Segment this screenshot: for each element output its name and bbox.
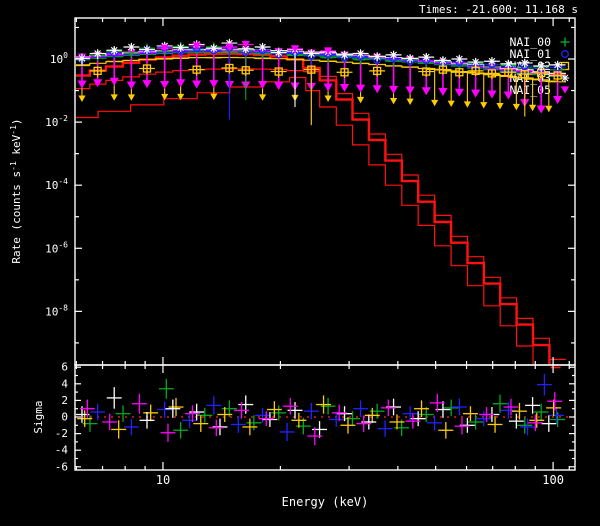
sigma-tick-label-2: 2 [61, 394, 68, 407]
legend-label-nai_01: NAI_01 [509, 47, 551, 61]
times-range-label: Times: -21.600: 11.168 s [419, 3, 578, 16]
x-tick-label-100: 100 [542, 473, 564, 487]
legend-marker-nai_05-icon [560, 86, 570, 94]
sigma-tick-label--2: -2 [55, 427, 68, 440]
legend-marker-nai_01-icon [561, 50, 569, 58]
y-tick-label-10e0: 100 [50, 51, 68, 66]
y-tick-label-10e-2: 10-2 [45, 114, 68, 129]
sigma-tick-label-0: 0 [61, 411, 68, 424]
model-histograms [76, 48, 566, 364]
NAI_05-sigma [79, 392, 563, 446]
sigma-tick-label--4: -4 [55, 444, 69, 457]
model-red-thick [76, 52, 551, 364]
NAI_00-sigma [82, 378, 566, 439]
legend-label-nai_05: NAI_05 [509, 83, 551, 97]
axes-and-frames: Times: -21.600: 11.168 s 10 100 Energy (keV… [9, 3, 578, 509]
y-axis-label-rate: Rate (counts s-1 keV-1) [9, 118, 23, 263]
y-tick-label-10e-8: 10-8 [45, 303, 68, 318]
NAI_01-sigma [90, 373, 564, 442]
NAI_02-sigma [77, 395, 562, 439]
legend-marker-nai_00-icon [560, 37, 570, 47]
x-tick-label-10: 10 [156, 473, 170, 487]
legend-label-nai_00: NAI_00 [509, 35, 551, 49]
sigma-tick-label-4: 4 [61, 377, 68, 390]
sigma-panel-content [76, 366, 574, 446]
x-axis-label: Energy (keV) [282, 495, 369, 509]
y-tick-label-10e-4: 10-4 [45, 177, 68, 192]
series-NAI_05 [156, 40, 337, 56]
y-axis-label-sigma: Sigma [32, 400, 45, 433]
sigma-tick-label-6: 6 [61, 361, 68, 374]
axis-ticks [75, 18, 575, 470]
series-NAI_02 [89, 63, 566, 126]
model-red-staircase [76, 76, 534, 364]
y-tick-label-10e-6: 10-6 [45, 240, 68, 255]
sigma-tick-label--6: -6 [55, 460, 68, 473]
model-nai03 [76, 48, 566, 74]
